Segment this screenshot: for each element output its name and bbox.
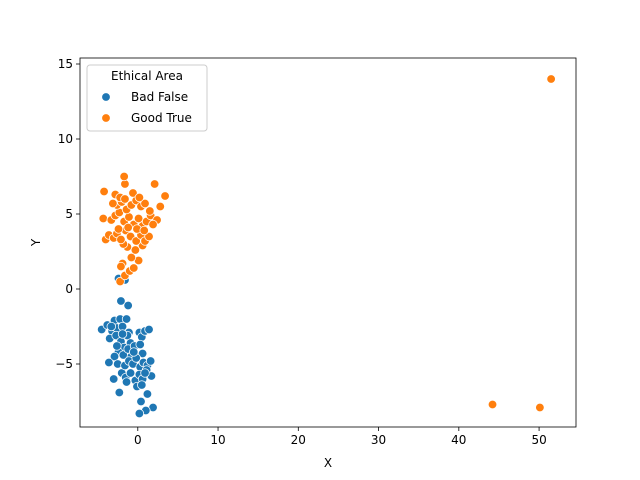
data-point	[112, 341, 122, 351]
data-point	[108, 198, 118, 209]
data-point	[99, 186, 109, 197]
data-point	[133, 213, 144, 224]
legend-box	[86, 64, 208, 132]
x-tick-label: 10	[210, 433, 225, 447]
data-point	[126, 252, 137, 263]
x-axis-label: X	[324, 456, 332, 470]
data-point	[139, 225, 149, 236]
y-axis-label: Y	[29, 238, 43, 247]
data-point	[155, 201, 165, 212]
data-point	[160, 191, 170, 201]
data-point	[142, 389, 153, 399]
data-point	[140, 198, 150, 209]
y-tick-label: 0	[65, 282, 73, 296]
data-point	[98, 213, 108, 224]
data-point	[113, 224, 124, 234]
data-point	[144, 324, 154, 335]
legend-marker	[101, 92, 111, 102]
data-point	[128, 188, 138, 198]
data-point	[137, 380, 147, 390]
data-point	[125, 368, 136, 378]
x-tick-label: 30	[371, 433, 386, 447]
legend-entries: Bad False Good True	[101, 90, 192, 125]
y-axis-ticks: −5 0 5 10 15	[55, 57, 80, 371]
data-point	[129, 347, 139, 357]
data-point	[134, 408, 145, 419]
x-tick-label: 50	[531, 433, 546, 447]
data-point	[123, 300, 133, 311]
legend-title: Ethical Area	[111, 69, 183, 83]
data-point	[116, 261, 126, 272]
data-point	[121, 314, 132, 324]
data-point	[487, 399, 498, 410]
data-point	[546, 74, 556, 84]
y-tick-label: 15	[58, 57, 73, 71]
y-tick-label: 5	[65, 207, 73, 221]
legend: Ethical Area Bad False Good True	[86, 64, 208, 132]
legend-marker	[101, 113, 111, 123]
y-tick-label: −5	[55, 357, 73, 371]
data-point	[130, 245, 141, 255]
series-bad-false	[96, 273, 158, 419]
series-good-true	[98, 74, 556, 413]
y-tick-label: 10	[58, 132, 73, 146]
data-point	[134, 192, 145, 203]
legend-entry-label: Bad False	[131, 90, 188, 104]
data-point	[106, 321, 116, 332]
data-point	[148, 219, 158, 230]
data-point	[145, 356, 156, 366]
data-point	[120, 194, 130, 204]
data-point	[144, 231, 154, 242]
data-point	[109, 374, 119, 384]
legend-entry-label: Good True	[131, 111, 192, 125]
axes-frame	[79, 57, 577, 428]
data-point	[135, 339, 145, 350]
x-axis-ticks: 0 10 20 30 40 50	[134, 427, 547, 447]
data-point	[140, 368, 150, 378]
x-tick-label: 0	[134, 433, 142, 447]
data-point	[114, 387, 125, 398]
x-tick-label: 20	[291, 433, 306, 447]
data-point	[137, 348, 148, 359]
data-point	[121, 377, 132, 387]
data-point	[116, 234, 126, 245]
data-point	[535, 402, 545, 413]
data-point	[136, 396, 146, 407]
data-point	[104, 357, 114, 368]
data-point	[116, 296, 126, 306]
data-point	[119, 171, 129, 182]
data-point	[149, 179, 160, 189]
plot-area	[96, 74, 556, 419]
data-point	[145, 206, 155, 216]
data-point	[123, 222, 133, 233]
data-point	[115, 276, 125, 287]
data-point	[117, 329, 128, 339]
data-point	[129, 263, 139, 273]
x-tick-label: 40	[451, 433, 466, 447]
